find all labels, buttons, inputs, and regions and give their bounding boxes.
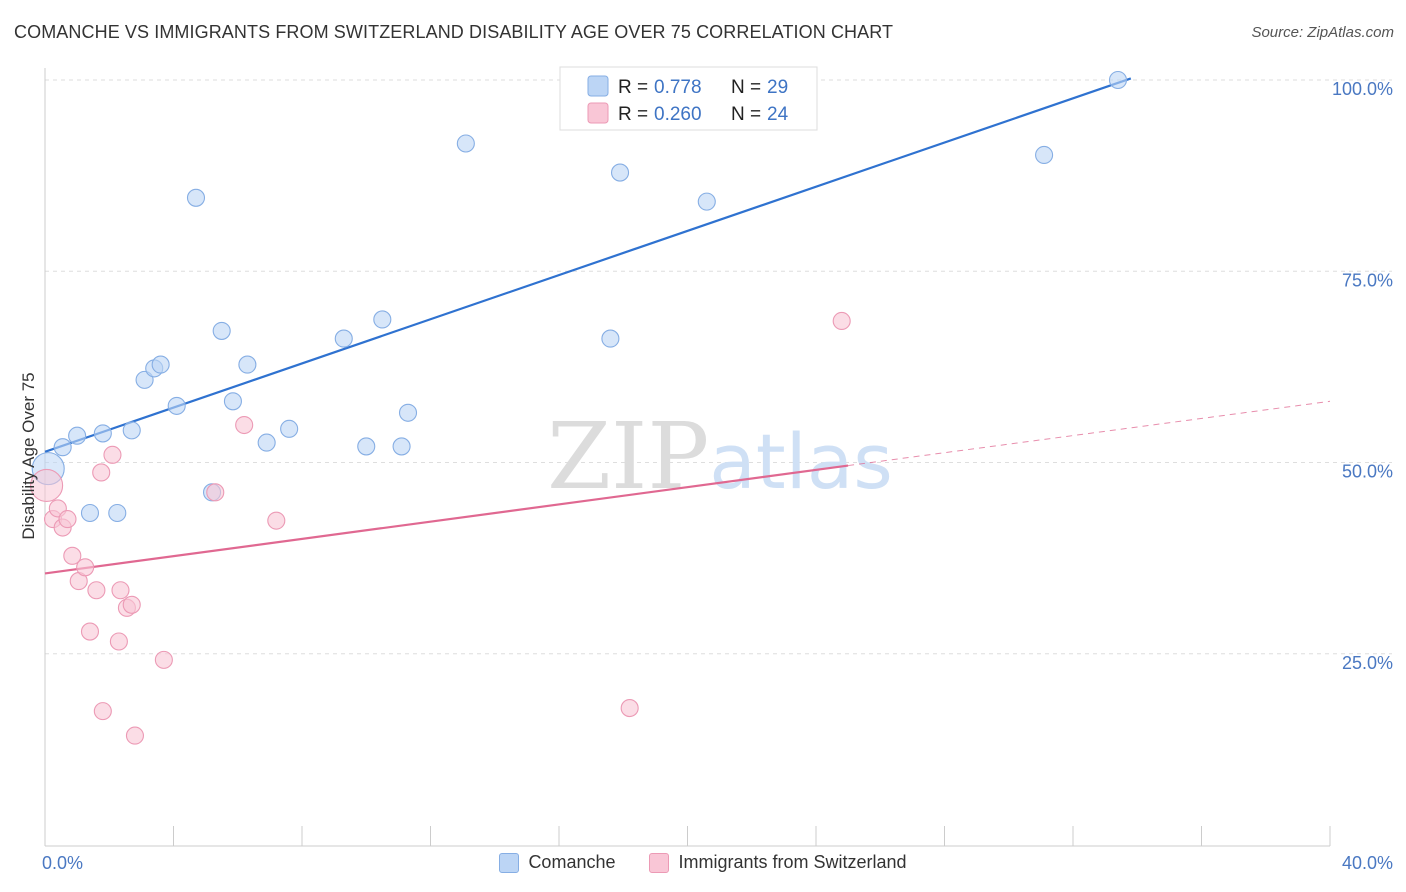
legend-n-value-2: 24	[767, 104, 789, 125]
switzerland-point-16	[122, 595, 141, 614]
switzerland-point-18	[154, 650, 173, 669]
data-points	[30, 70, 1128, 745]
legend-r-value-2: 0.260	[654, 104, 702, 125]
y-tick-label-1: 50.0%	[1342, 462, 1393, 482]
comanche-point-26	[697, 192, 716, 211]
comanche-point-14	[223, 392, 242, 411]
switzerland-point-14	[111, 581, 130, 600]
comanche-point-16	[257, 433, 276, 452]
legend-swatch-pink	[649, 852, 670, 873]
switzerland-point-8	[80, 622, 100, 641]
legend-n-label-1: N =	[731, 77, 761, 98]
comanche-point-3	[93, 424, 112, 443]
chart-title: COMANCHE VS IMMIGRANTS FROM SWITZERLAND …	[14, 22, 894, 42]
legend-swatch-comanche	[587, 75, 609, 97]
series-legend: Comanche Immigrants from Switzerland	[0, 852, 1406, 873]
switzerland-point-21	[267, 511, 286, 530]
legend-item-switzerland: Immigrants from Switzerland	[649, 852, 907, 873]
y-axis-label: Disability Age Over 75	[19, 372, 38, 539]
legend-swatch-blue	[499, 852, 520, 873]
gridlines	[45, 79, 1392, 655]
comanche-point-24	[601, 329, 620, 348]
switzerland-point-13	[109, 632, 128, 651]
switzerland-point-17	[125, 726, 144, 745]
comanche-point-27	[1035, 145, 1054, 165]
stats-legend: R = 0.778 N = 29 R = 0.260 N = 24	[559, 66, 818, 131]
switzerland-point-10	[92, 463, 111, 482]
y-tick-label-3: 100.0%	[1332, 79, 1393, 99]
switzerland-point-20	[235, 415, 254, 435]
comanche-point-23	[456, 134, 475, 153]
comanche-point-19	[357, 437, 376, 456]
legend-r-label-2: R =	[618, 104, 648, 125]
comanche-point-21	[392, 437, 411, 456]
comanche-point-25	[610, 163, 630, 182]
legend-n-label-2: N =	[731, 104, 761, 125]
trend-line-1	[44, 464, 849, 575]
comanche-point-10	[167, 396, 186, 415]
comanche-point-13	[212, 321, 231, 340]
legend-n-value-1: 29	[767, 77, 788, 98]
comanche-point-1	[53, 438, 72, 457]
chart-source: Source: ZipAtlas.com	[1251, 24, 1394, 41]
switzerland-point-22	[620, 699, 639, 718]
legend-swatch-switzerland	[587, 102, 609, 124]
comanche-point-28	[1108, 70, 1128, 90]
switzerland-point-7	[76, 558, 95, 577]
comanche-point-18	[334, 329, 353, 348]
switzerland-point-23	[832, 311, 851, 331]
legend-label-comanche: Comanche	[528, 852, 616, 872]
switzerland-point-12	[103, 445, 122, 464]
comanche-point-11	[186, 188, 206, 207]
legend-item-comanche: Comanche	[499, 852, 615, 873]
switzerland-point-9	[87, 581, 106, 600]
comanche-point-9	[151, 355, 170, 374]
legend-r-label-1: R =	[618, 77, 648, 98]
comanche-point-5	[80, 503, 100, 523]
switzerland-point-4	[58, 510, 77, 529]
switzerland-point-19	[206, 483, 225, 502]
trend-line-0	[44, 77, 1132, 453]
watermark-atlas: atlas	[709, 417, 893, 506]
x-tick-label-min: 0.0%	[42, 853, 83, 873]
switzerland-point-0	[30, 468, 64, 503]
comanche-point-20	[373, 310, 392, 329]
y-tick-label-0: 25.0%	[1342, 653, 1393, 673]
watermark: ZIPatlas	[547, 403, 893, 510]
comanche-point-17	[280, 419, 299, 438]
watermark-zip: ZIP	[547, 403, 709, 510]
tick-labels: 25.0% 50.0% 75.0% 100.0% 0.0% 40.0%	[42, 79, 1393, 873]
comanche-point-6	[108, 503, 127, 523]
legend-label-switzerland: Immigrants from Switzerland	[678, 852, 907, 872]
comanche-point-4	[122, 421, 141, 440]
x-tick-label-max: 40.0%	[1342, 853, 1393, 873]
y-tick-label-2: 75.0%	[1342, 270, 1393, 290]
switzerland-point-5	[63, 546, 82, 565]
trend-extension-1	[848, 400, 1331, 467]
comanche-point-22	[398, 403, 418, 422]
legend-r-value-1: 0.778	[654, 77, 702, 98]
trend-lines	[44, 77, 1331, 575]
comanche-point-2	[68, 426, 87, 445]
comanche-point-15	[238, 355, 257, 374]
switzerland-point-11	[93, 702, 112, 721]
